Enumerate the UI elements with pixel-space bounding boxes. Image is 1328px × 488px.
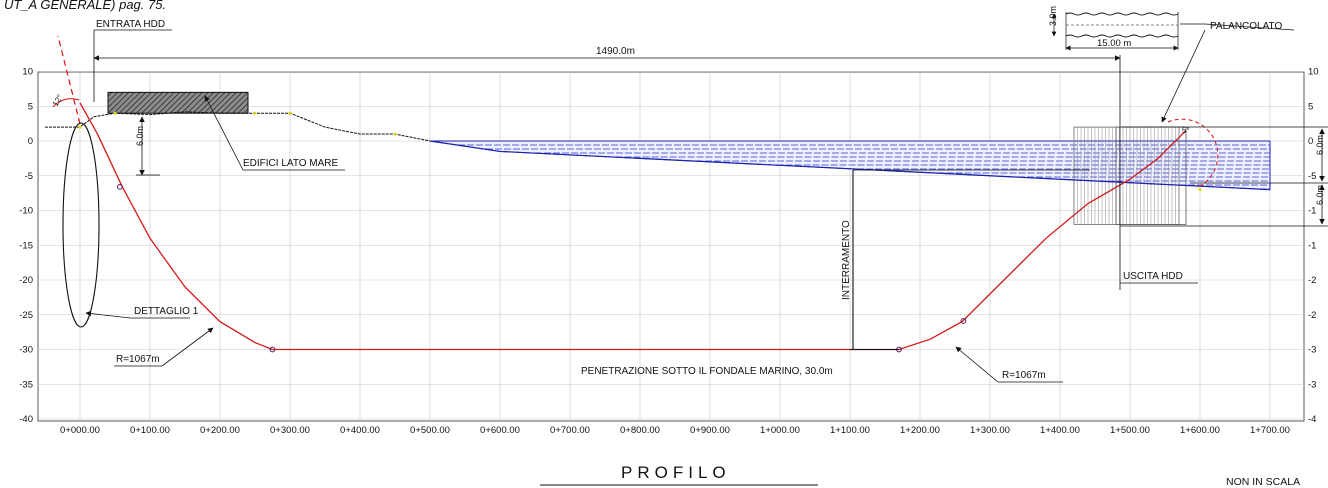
x-tick-label: 0+400.00 xyxy=(340,425,380,436)
y-tick-label-right: 5 xyxy=(1308,101,1313,112)
edifici-label: EDIFICI LATO MARE xyxy=(243,158,339,169)
entry-leader: ENTRATA HDD xyxy=(93,19,172,102)
seafront-buildings-block xyxy=(107,91,249,114)
x-tick-label: 0+000.00 xyxy=(60,425,100,436)
terrain-vertex xyxy=(113,111,117,115)
hdd-point-marker xyxy=(269,346,276,353)
y-tick-label-right: 0 xyxy=(1308,136,1313,147)
sheet-height-label: 3.0m xyxy=(1048,6,1058,26)
y-tick-label-left: -5 xyxy=(25,171,33,182)
sheet-pile-symbol: 3.0m 15.00 m PALANCOLATO xyxy=(1048,6,1295,123)
y-tick-label-right: 10 xyxy=(1308,67,1319,78)
six-meter-left-dimension: 6.0m xyxy=(135,116,160,176)
angle-entry-label: 12° xyxy=(51,93,65,108)
dettaglio-label: DETTAGLIO 1 xyxy=(134,306,199,317)
y-tick-label-right: -1 xyxy=(1308,240,1316,251)
x-tick-label: 0+900.00 xyxy=(690,425,730,436)
penetrazione-label: PENETRAZIONE SOTTO IL FONDALE MARINO, 30… xyxy=(581,366,833,377)
terrain-vertex xyxy=(393,132,397,136)
y-tick-label-left: -25 xyxy=(19,310,33,321)
length-dimension: 1490.0m xyxy=(93,46,1121,290)
y-tick-label-left: 10 xyxy=(22,67,33,78)
x-tick-label: 1+000.00 xyxy=(760,425,800,436)
y-tick-label-right: -5 xyxy=(1308,171,1316,182)
interramento-dimension: INTERRAMENTO xyxy=(841,169,1090,349)
y-tick-label-left: -35 xyxy=(19,379,33,390)
hdd-point-marker xyxy=(117,183,123,190)
terrain-vertex xyxy=(78,125,82,129)
uscita-leader: USCITA HDD xyxy=(1120,271,1198,284)
edifici-leader: EDIFICI LATO MARE xyxy=(204,95,345,171)
y-tick-label-right: -2 xyxy=(1308,275,1316,286)
sea-water-hatch xyxy=(430,140,1271,190)
y-tick-label-left: -15 xyxy=(19,240,33,251)
x-tick-label: 1+700.00 xyxy=(1250,425,1290,436)
radius-left-callout: R=1067m xyxy=(114,327,214,367)
radius-left-label: R=1067m xyxy=(116,354,160,365)
y-tick-label-right: -1 xyxy=(1308,206,1316,217)
x-tick-label: 0+800.00 xyxy=(620,425,660,436)
six-meter-right-dimensions: 6.0m 6.0m xyxy=(1120,126,1328,227)
y-tick-label-right: -2 xyxy=(1308,310,1316,321)
uscita-label: USCITA HDD xyxy=(1123,271,1183,282)
y-tick-label-right: -4 xyxy=(1308,414,1316,425)
drawing-title: PROFILO xyxy=(621,463,731,482)
sheet-width-label: 15.00 m xyxy=(1097,38,1131,49)
x-tick-label: 1+200.00 xyxy=(900,425,940,436)
x-tick-label: 0+700.00 xyxy=(550,425,590,436)
entry-angle-marker: 12° xyxy=(51,35,81,125)
y-tick-label-left: -40 xyxy=(19,414,33,425)
y-tick-label-right: -3 xyxy=(1308,379,1316,390)
x-tick-label: 0+100.00 xyxy=(130,425,170,436)
x-tick-labels: 0+000.00 0+100.00 0+200.00 0+300.00 0+400.00… xyxy=(60,425,1290,436)
terrain-vertex xyxy=(288,111,292,115)
exit-point xyxy=(1198,188,1202,192)
x-tick-label: 1+600.00 xyxy=(1180,425,1220,436)
x-tick-label: 1+300.00 xyxy=(970,425,1010,436)
radius-right-callout: R=1067m xyxy=(955,346,1063,383)
detail-callout: DETTAGLIO 1 xyxy=(62,122,199,328)
y-tick-label-left: -20 xyxy=(19,275,33,286)
palancolato-label: PALANCOLATO xyxy=(1210,21,1282,32)
x-tick-label: 1+500.00 xyxy=(1110,425,1150,436)
hdd-point-marker xyxy=(960,318,967,324)
y-tick-labels-right: 10 5 0 -5 -1 -1 -2 -2 -3 -3 -4 xyxy=(1308,67,1319,426)
interramento-label: INTERRAMENTO xyxy=(841,220,852,300)
six-right-bottom-label: 6.0m xyxy=(1315,185,1325,205)
y-tick-label-left: 5 xyxy=(28,101,33,112)
entrata-label: ENTRATA HDD xyxy=(96,19,165,30)
seabed-line xyxy=(429,140,1271,191)
y-tick-label-left: -30 xyxy=(19,345,33,356)
hdd-path xyxy=(79,102,1202,353)
x-tick-label: 0+300.00 xyxy=(270,425,310,436)
y-tick-label-left: -10 xyxy=(19,206,33,217)
angle-exit-label: 5° xyxy=(1182,126,1190,135)
hdd-curve xyxy=(79,102,1187,351)
exit-angle-marker: 5° xyxy=(1167,118,1219,189)
plot-frame xyxy=(37,71,1305,422)
y-tick-labels-left: 10 5 0 -5 -10 -15 -20 -25 -30 -35 -40 xyxy=(19,67,33,426)
header-fragment: UT_A GENERALE) pag. 75. xyxy=(4,0,166,12)
y-tick-label-right: -3 xyxy=(1308,345,1316,356)
x-tick-label: 0+500.00 xyxy=(410,425,450,436)
six-right-top-label: 6.0m xyxy=(1315,135,1325,155)
x-tick-label: 1+100.00 xyxy=(830,425,870,436)
x-tick-label: 0+200.00 xyxy=(200,425,240,436)
y-tick-label-left: 0 xyxy=(28,136,33,147)
sheet-pile-grid xyxy=(1073,126,1187,225)
terrain-profile xyxy=(45,111,1271,191)
x-tick-label: 0+600.00 xyxy=(480,425,520,436)
building-block xyxy=(107,91,249,114)
six-left-label: 6.0m xyxy=(135,126,145,146)
terrain-vertex xyxy=(253,111,257,115)
radius-right-label: R=1067m xyxy=(1002,370,1046,381)
distance-label: 1490.0m xyxy=(596,46,635,57)
scale-note: NON IN SCALA xyxy=(1226,476,1300,488)
x-tick-label: 1+400.00 xyxy=(1040,425,1080,436)
